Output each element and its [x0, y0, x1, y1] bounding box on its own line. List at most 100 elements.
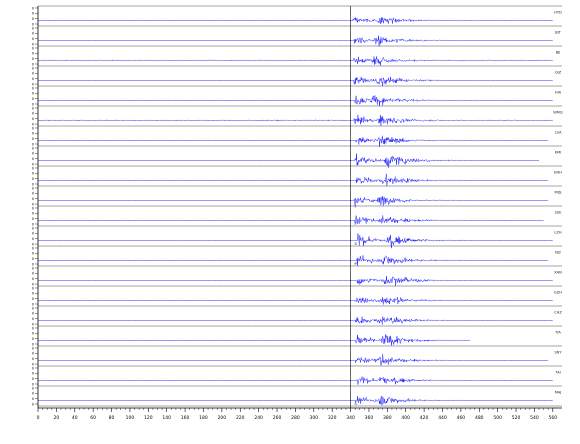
trace-waveform: [37, 196, 549, 208]
x-tick-label: 360: [365, 415, 374, 421]
y-tick-label: 0: [32, 297, 34, 301]
station-label: BJI: [556, 51, 561, 55]
station-label: XAN: [554, 271, 562, 275]
station-label: LSA: [555, 131, 562, 135]
y-tick-label: 0: [32, 206, 34, 210]
x-tick-label: 20: [54, 415, 60, 421]
station-label: MAJ: [555, 391, 562, 395]
y-tick-label: 0: [32, 277, 34, 281]
y-tick-label: 0: [32, 192, 34, 196]
y-tick-label: 0: [32, 377, 34, 381]
x-tick-label: 140: [162, 415, 171, 421]
trace-waveform: [37, 275, 553, 286]
y-tick-label: 0: [32, 82, 34, 86]
y-tick-label: 0: [32, 237, 34, 241]
x-tick-label: 220: [236, 415, 245, 421]
x-tick-label: 100: [126, 415, 135, 421]
x-tick-label: 380: [383, 415, 392, 421]
station-label: ENH: [554, 171, 562, 175]
y-tick-label: 0: [32, 132, 34, 136]
y-tick-label: 0: [32, 386, 34, 390]
trace-waveform: [37, 153, 540, 168]
y-tick-label: 0: [32, 152, 34, 156]
y-tick-label: 0: [32, 366, 34, 370]
y-tick-label: 0: [32, 352, 34, 356]
y-tick-label: 0: [32, 117, 34, 121]
x-tick-label: 560: [549, 415, 558, 421]
y-tick-label: 0: [32, 142, 34, 146]
y-tick-label: 0: [32, 212, 34, 216]
y-tick-label: 0: [32, 246, 34, 250]
y-tick-label: 0: [32, 197, 34, 201]
y-tick-label: 0: [32, 6, 34, 10]
x-tick-label: 420: [420, 415, 429, 421]
x-tick-label: 400: [401, 415, 410, 421]
y-tick-label: 0: [32, 162, 34, 166]
trace-waveform: [37, 316, 553, 325]
x-tick-label: 240: [254, 415, 263, 421]
trace-waveform: [37, 255, 549, 266]
y-tick-label: 0: [32, 92, 34, 96]
y-tick-label: 0: [32, 72, 34, 76]
y-tick-label: 0: [32, 402, 34, 406]
station-label: SSE: [555, 211, 563, 215]
y-tick-label: 0: [32, 302, 34, 306]
y-tick-label: 0: [32, 392, 34, 396]
trace-waveform: [37, 353, 549, 366]
y-tick-label: 0: [32, 346, 34, 350]
x-tick-label: 120: [144, 415, 153, 421]
y-tick-label: 0: [32, 22, 34, 26]
pick-label: P: [355, 262, 358, 266]
y-tick-label: 0: [32, 112, 34, 116]
trace-waveform: [37, 334, 471, 346]
x-tick-label: 40: [72, 415, 78, 421]
x-tick-label: 200: [218, 415, 227, 421]
y-tick-label: 0: [32, 342, 34, 346]
trace-waveform: [37, 56, 553, 66]
y-tick-label: 0: [32, 292, 34, 296]
y-tick-label: 0: [32, 126, 34, 130]
y-tick-label: 0: [32, 217, 34, 221]
y-tick-label: 0: [32, 262, 34, 266]
trace-waveform: [37, 376, 553, 385]
y-tick-label: 0: [32, 222, 34, 226]
x-tick-label: 300: [309, 415, 318, 421]
x-tick-label: 0: [37, 415, 40, 421]
x-tick-label: 480: [475, 415, 484, 421]
y-tick-label: 0: [32, 252, 34, 256]
y-tick-label: 0: [32, 177, 34, 181]
y-tick-label: 0: [32, 62, 34, 66]
trace-waveform: [37, 173, 549, 186]
trace-waveform: [37, 35, 553, 47]
trace-waveform: [37, 296, 553, 305]
station-label: MDJ: [555, 191, 562, 195]
y-tick-label: 0: [32, 372, 34, 376]
y-tick-label: 0: [32, 97, 34, 101]
y-tick-label: 0: [32, 26, 34, 30]
x-tick-label: 60: [90, 415, 96, 421]
y-tick-label: 0: [32, 46, 34, 50]
y-tick-label: 0: [32, 242, 34, 246]
trace-waveform: [38, 395, 553, 407]
x-tick-label: 260: [273, 415, 282, 421]
y-tick-label: 0: [32, 32, 34, 36]
station-label: HYD: [554, 11, 562, 15]
x-tick-label: 500: [493, 415, 502, 421]
y-tick-label: 0: [32, 12, 34, 16]
x-tick-label: 80: [109, 415, 115, 421]
y-tick-label: 0: [32, 166, 34, 170]
station-label: BJT: [555, 31, 562, 35]
y-tick-label: 0: [32, 257, 34, 261]
station-label: QIZ: [555, 71, 562, 75]
y-tick-label: 0: [32, 312, 34, 316]
trace-waveform: [37, 95, 553, 107]
y-tick-label: 0: [32, 37, 34, 41]
x-tick-label: 520: [512, 415, 521, 421]
y-tick-label: 0: [32, 182, 34, 186]
x-tick-label: 340: [346, 415, 355, 421]
x-tick-label: 440: [438, 415, 447, 421]
y-tick-label: 0: [32, 186, 34, 190]
y-tick-label: 0: [32, 232, 34, 236]
pick-label: S: [355, 242, 358, 246]
